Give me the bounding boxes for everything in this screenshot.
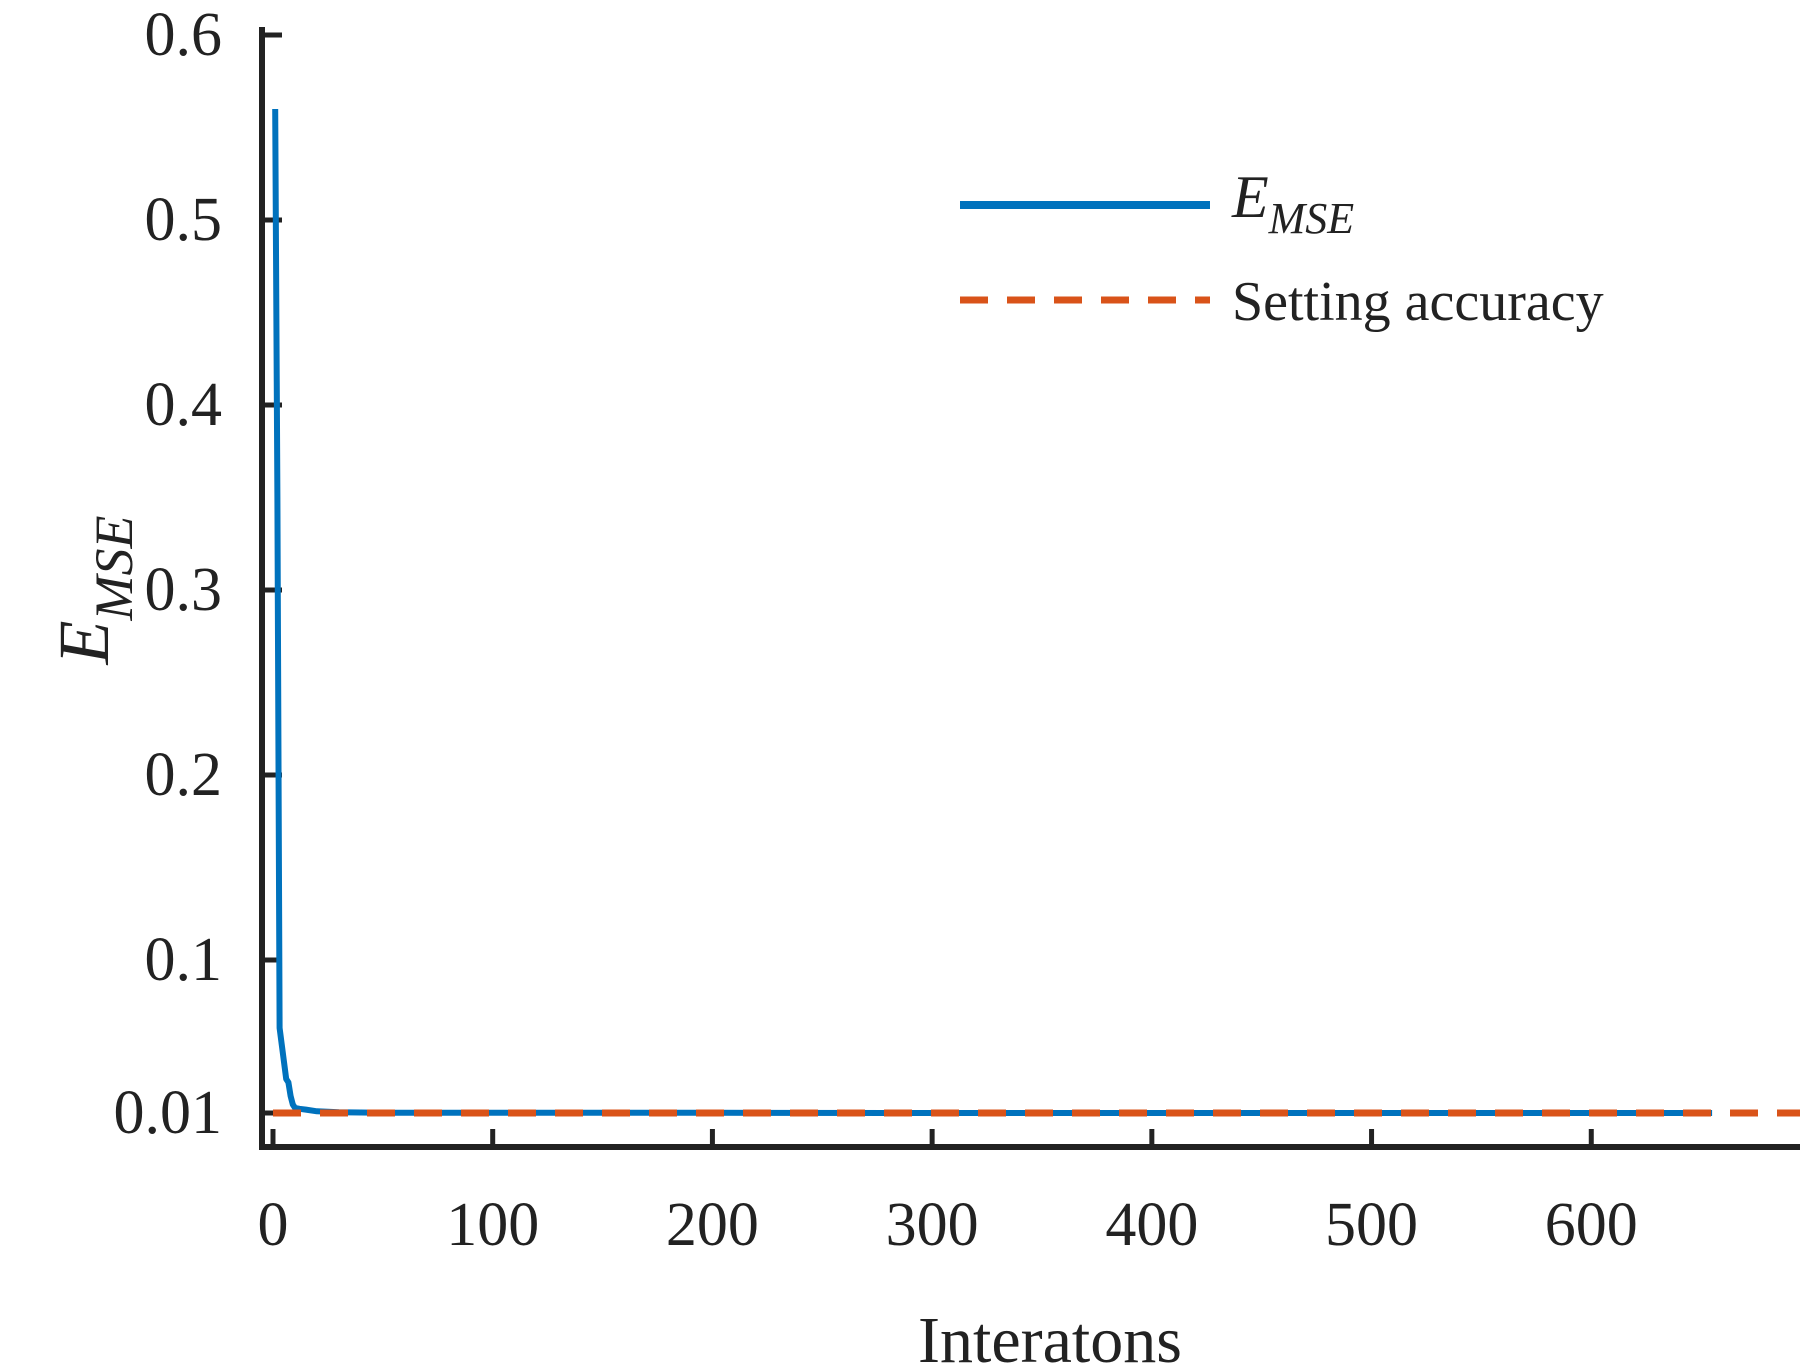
y-tick-label: 0.1 [145, 926, 223, 994]
legend-label-emse-main: E [1231, 164, 1269, 230]
legend: EMSE Setting accuracy [960, 164, 1604, 333]
x-tick-label: 100 [446, 1191, 539, 1259]
legend-label-emse-sub: MSE [1268, 194, 1355, 243]
y-tick-label: 0.01 [114, 1079, 223, 1147]
x-tick-label: 200 [666, 1191, 759, 1259]
y-axis-title-sub: MSE [84, 516, 144, 622]
y-tick-label: 0.5 [145, 186, 223, 254]
x-tick-label: 400 [1105, 1191, 1198, 1259]
y-axis-title: EMSE [44, 516, 144, 666]
series-layer [272, 108, 1800, 1117]
x-axis-ticks: 0 100 200 300 400 500 600 [257, 1129, 1638, 1259]
y-axis-title-main: E [44, 620, 124, 665]
x-axis-title: Interatons [918, 1304, 1182, 1369]
x-tick-label: 500 [1325, 1191, 1418, 1259]
y-tick-label: 0.2 [145, 741, 223, 809]
x-tick-label: 0 [257, 1191, 288, 1259]
legend-label-setting-accuracy: Setting accuracy [1232, 271, 1604, 333]
x-tick-label: 600 [1545, 1191, 1638, 1259]
legend-label-emse: EMSE [1231, 164, 1354, 243]
y-tick-label: 0.6 [145, 1, 223, 69]
y-tick-label: 0.4 [145, 371, 223, 439]
y-axis-ticks: 0.01 0.1 0.2 0.3 0.4 0.5 0.6 [114, 1, 282, 1147]
x-tick-label: 300 [886, 1191, 979, 1259]
y-tick-label: 0.3 [145, 556, 223, 624]
series-emse-line [272, 108, 1713, 1116]
